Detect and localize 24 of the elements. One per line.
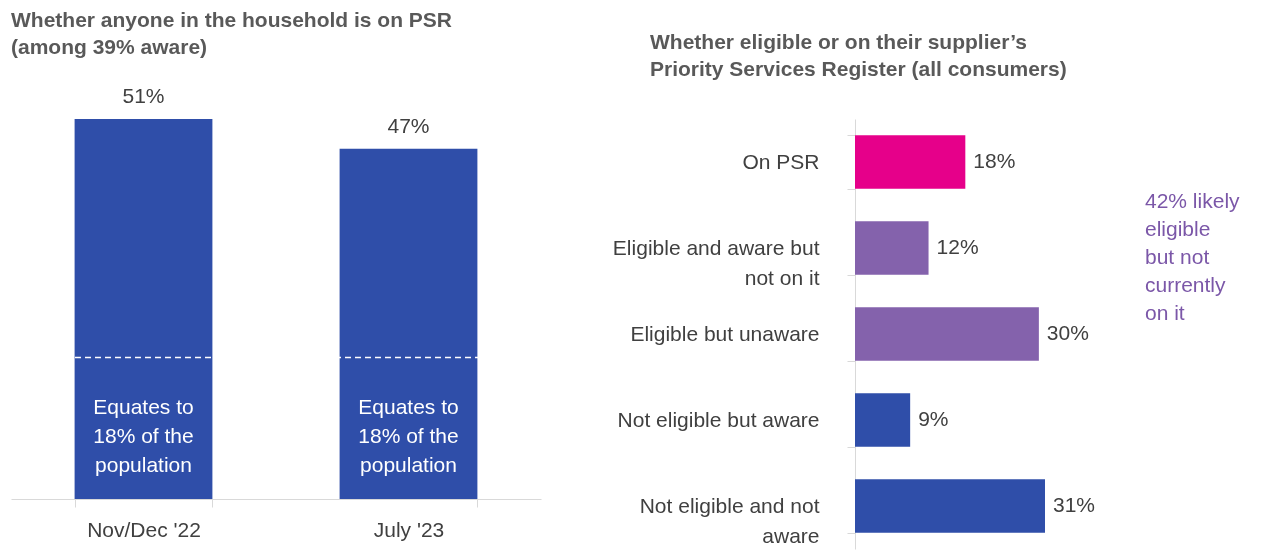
data-label: 9% (918, 407, 949, 430)
data-label: 12% (936, 235, 979, 258)
y-tick-label: Not eligible and not aware (639, 493, 820, 547)
bar (855, 479, 1045, 533)
bar (855, 135, 966, 189)
text: 42% likely eligible but not currently on it (1145, 189, 1241, 324)
y-tick-label: On PSR (742, 149, 820, 173)
x-tick-label: Nov/Dec '22 (87, 517, 201, 541)
y-tick-label: Eligible and aware but not on it (612, 235, 820, 289)
data-label: 31% (1053, 493, 1096, 516)
data-label: 30% (1046, 321, 1089, 344)
data-label: 51% (122, 84, 165, 107)
y-tick-label: Not eligible but aware (617, 407, 820, 431)
x-tick-label: July '23 (373, 517, 445, 541)
data-label: 18% (973, 149, 1016, 172)
y-tick-label: Eligible but unaware (630, 321, 820, 345)
annotation: Equates to 18% of the population (93, 395, 194, 476)
bar (855, 221, 929, 275)
bar (855, 307, 1039, 361)
annotation: Equates to 18% of the population (358, 395, 459, 476)
data-label: 47% (387, 113, 430, 137)
chart-title: Whether eligible or on their supplier’s Priority Services Register (all consumers) (650, 30, 1067, 80)
chart-title: Whether anyone in the household is on PSR (among 39% aware) (11, 8, 453, 58)
bar (855, 393, 911, 447)
